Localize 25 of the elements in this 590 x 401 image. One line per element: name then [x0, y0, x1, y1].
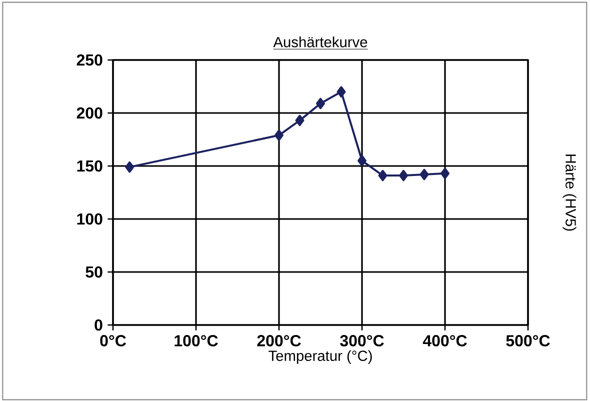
y-tick-label: 150	[77, 160, 102, 172]
point	[125, 161, 134, 173]
x-axis-title: Temperatur (°C)	[268, 350, 372, 364]
x-tick-label: 0°C	[100, 335, 126, 346]
x-tick-label: 500°C	[506, 335, 550, 346]
point	[378, 170, 388, 182]
y-tick-label: 50	[86, 266, 102, 278]
point	[399, 170, 408, 182]
point	[295, 114, 304, 126]
point	[316, 98, 325, 110]
chart-title: Aushärtekurve	[273, 36, 368, 48]
x-tick-label: 300°C	[340, 335, 384, 346]
point	[336, 86, 346, 98]
point	[274, 130, 284, 141]
y-axis-title: Härte (HV5)	[562, 154, 576, 231]
point	[358, 155, 366, 166]
x-tick-label: 400°C	[422, 335, 467, 346]
y-tick-label: 200	[76, 107, 102, 119]
point	[420, 168, 429, 180]
point	[440, 168, 450, 180]
x-tick-label: 200°C	[257, 335, 301, 346]
x-tick-label: 100°C	[174, 335, 218, 346]
y-tick-label: 250	[76, 54, 102, 66]
y-tick-label: 100	[77, 213, 102, 225]
y-tick-label: 0	[94, 319, 102, 331]
